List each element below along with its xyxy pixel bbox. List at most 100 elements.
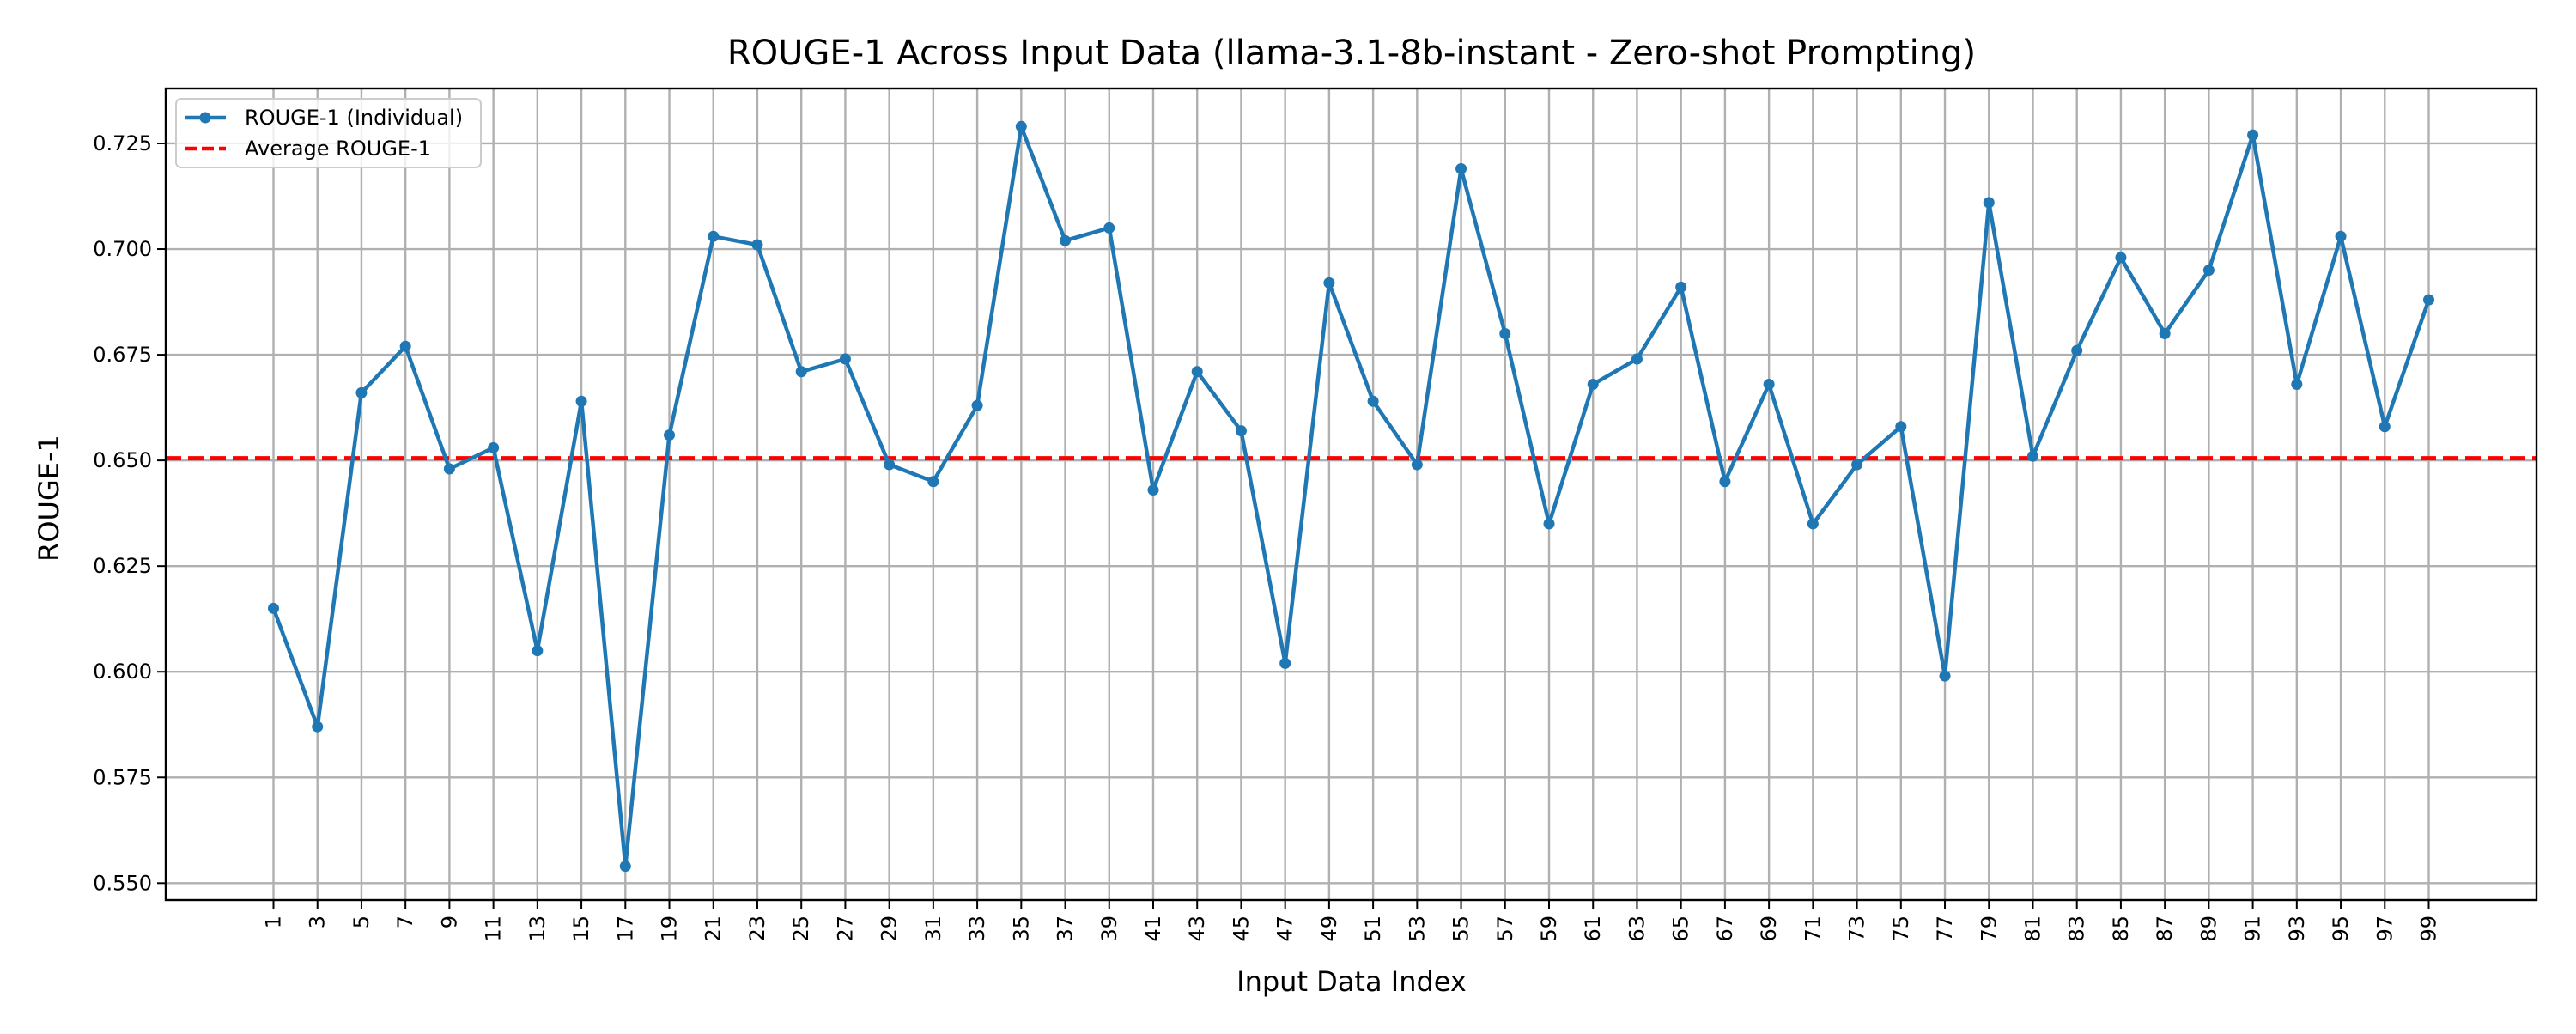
data-point [1719,476,1731,488]
data-point [532,645,544,657]
data-point [1675,281,1687,293]
y-axis-ticks: 0.550 0.575 0.600 0.625 0.650 0.675 0.700 0.725 [93,131,166,895]
data-point [2071,344,2083,356]
data-point [2379,421,2391,433]
data-point [1939,670,1951,682]
data-point [312,721,324,733]
x-tick-label: 31 [921,915,945,942]
x-tick-label: 37 [1054,915,1078,942]
x-tick-label: 67 [1713,915,1737,942]
data-point [2026,450,2038,462]
x-tick-label: 19 [658,915,682,942]
data-point [1147,484,1159,496]
y-axis-label: ROUGE-1 [33,435,65,562]
x-tick-label: 57 [1493,915,1517,942]
x-tick-label: 13 [526,915,550,942]
data-point [1323,277,1335,289]
data-point [2202,265,2215,277]
y-tick-label: 0.675 [93,343,152,367]
data-point [1411,459,1423,471]
data-point [1851,459,1863,471]
x-tick-label: 39 [1097,915,1121,942]
x-tick-label: 81 [2020,915,2044,942]
x-tick-label: 9 [437,915,461,928]
x-tick-label: 73 [1845,915,1869,942]
x-tick-label: 29 [878,915,902,942]
data-point [2291,379,2303,391]
legend-label-average: Average ROUGE-1 [245,137,431,161]
grid-lines [166,88,2537,900]
data-point [1763,379,1775,391]
x-axis-label: Input Data Index [1236,965,1467,998]
x-axis-ticks: 1 3 5 7 9 11 13 15 17 19 21 23 25 27 29 31 33 35 37 39 41 43 4… [262,900,2441,942]
x-tick-label: 65 [1669,915,1693,942]
data-point [399,340,411,352]
data-point [443,463,455,475]
data-point [2115,252,2127,264]
x-tick-label: 17 [613,915,637,942]
x-tick-label: 51 [1361,915,1385,942]
x-tick-label: 85 [2109,915,2133,942]
data-point [708,230,720,242]
x-tick-label: 49 [1317,915,1341,942]
data-point [1367,395,1379,407]
x-tick-label: 5 [349,915,374,928]
data-point [2247,129,2259,141]
y-tick-label: 0.650 [93,448,152,472]
data-point [1191,366,1203,378]
plot-frame [164,87,2538,902]
data-point [2159,327,2171,339]
x-tick-label: 47 [1273,915,1297,942]
data-point [1499,327,1511,339]
x-tick-label: 33 [965,915,989,942]
y-tick-label: 0.725 [93,131,152,155]
x-tick-label: 83 [2065,915,2089,942]
x-tick-label: 21 [702,915,726,942]
data-point [1543,518,1555,530]
data-point [751,239,763,251]
x-tick-label: 79 [1977,915,2001,942]
x-tick-label: 89 [2196,915,2221,942]
x-tick-label: 11 [482,915,506,942]
data-point [1631,353,1643,365]
x-tick-label: 55 [1449,915,1473,942]
x-tick-label: 7 [393,915,417,928]
x-tick-label: 75 [1889,915,1913,942]
y-tick-label: 0.600 [93,660,152,684]
x-tick-label: 45 [1229,915,1253,942]
x-tick-label: 27 [833,915,857,942]
data-point [2423,294,2434,306]
series-layer [268,120,2434,873]
data-point [1103,222,1115,234]
legend-label-individual: ROUGE-1 (Individual) [245,106,463,130]
data-point [1587,379,1599,391]
x-tick-label: 63 [1625,915,1649,942]
x-tick-label: 15 [569,915,593,942]
data-point [619,861,631,873]
data-point [2335,230,2347,242]
x-tick-label: 1 [262,915,286,928]
data-point [268,602,279,614]
data-point [1235,425,1247,437]
x-tick-label: 53 [1405,915,1429,942]
x-tick-label: 41 [1141,915,1165,942]
x-tick-label: 3 [306,915,330,928]
chart-title: ROUGE-1 Across Input Data (llama-3.1-8b-… [727,33,1976,73]
data-point [839,353,851,365]
data-point [971,399,983,411]
x-tick-label: 25 [789,915,813,942]
data-point [884,459,896,471]
data-point [1983,197,1995,209]
legend-box [175,98,482,168]
data-point [664,429,676,441]
data-point [927,476,939,488]
x-tick-label: 95 [2329,915,2353,942]
data-point [1015,120,1027,132]
y-tick-label: 0.625 [93,554,152,578]
y-tick-label: 0.550 [93,871,152,895]
data-point [1807,518,1819,530]
data-point [1455,163,1467,175]
data-point [1895,421,1907,433]
x-tick-label: 93 [2285,915,2309,942]
